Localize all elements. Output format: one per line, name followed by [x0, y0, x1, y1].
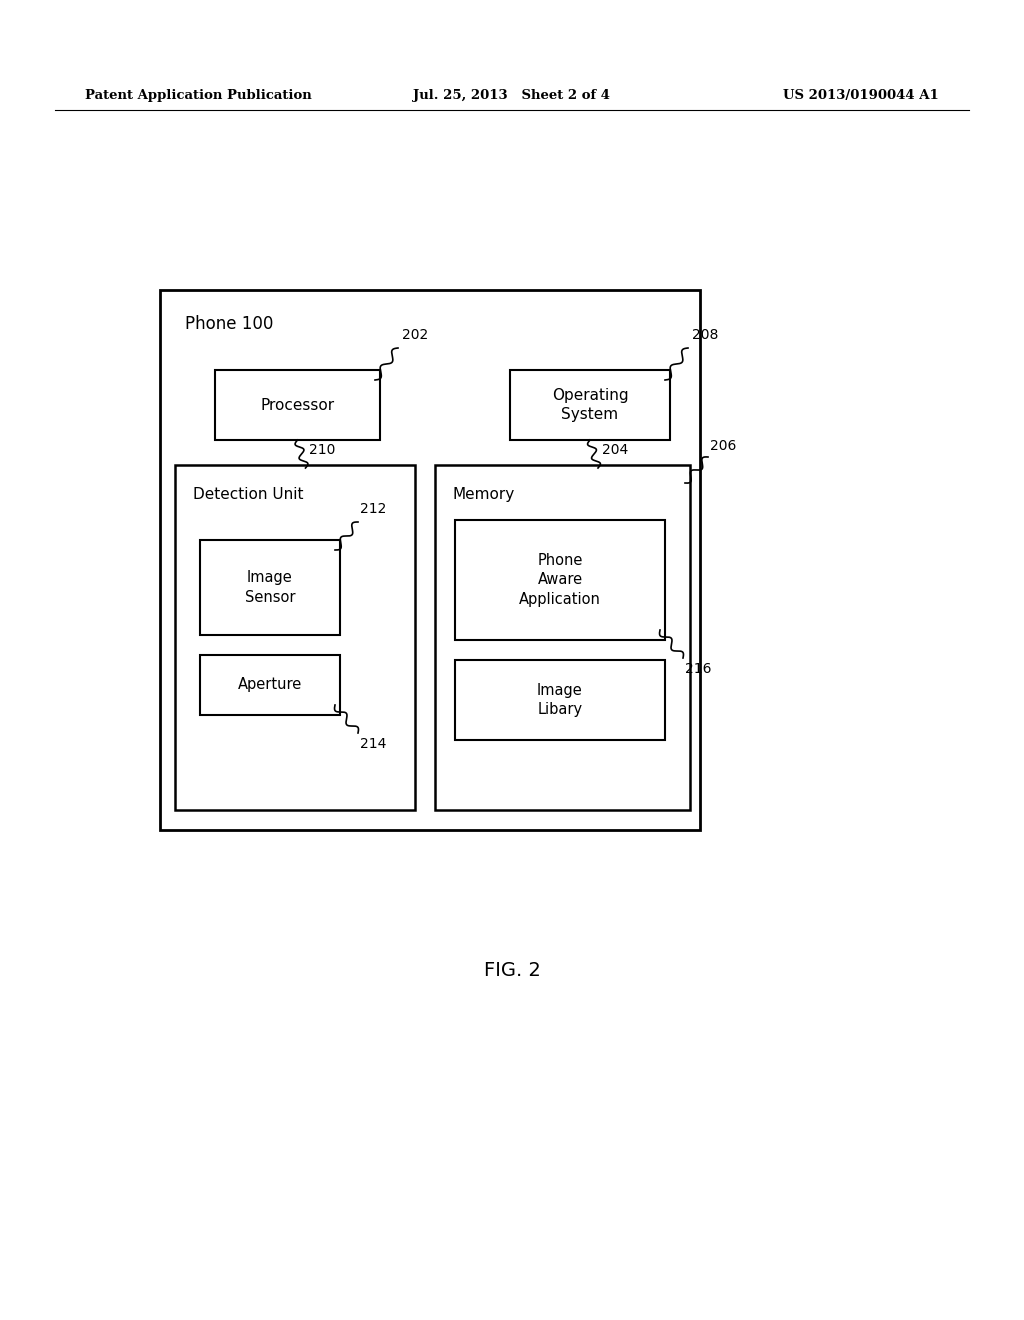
Text: Memory: Memory [453, 487, 515, 502]
Text: Jul. 25, 2013   Sheet 2 of 4: Jul. 25, 2013 Sheet 2 of 4 [414, 88, 610, 102]
Bar [175, 465, 415, 810]
Text: Phone 100: Phone 100 [185, 315, 273, 333]
Text: 208: 208 [692, 327, 719, 342]
Text: 204: 204 [602, 444, 629, 457]
Bar [435, 465, 690, 810]
Bar [200, 540, 340, 635]
Text: 214: 214 [360, 737, 386, 751]
Bar [455, 520, 665, 640]
Text: Image
Sensor: Image Sensor [245, 570, 295, 605]
Text: 202: 202 [402, 327, 428, 342]
Bar [160, 290, 700, 830]
Text: 212: 212 [360, 502, 386, 516]
Text: Patent Application Publication: Patent Application Publication [85, 88, 311, 102]
Text: FIG. 2: FIG. 2 [483, 961, 541, 979]
Text: Detection Unit: Detection Unit [193, 487, 303, 502]
Text: Phone
Aware
Application: Phone Aware Application [519, 553, 601, 607]
Text: 216: 216 [685, 663, 712, 676]
Bar [510, 370, 670, 440]
Text: US 2013/0190044 A1: US 2013/0190044 A1 [783, 88, 939, 102]
Text: Processor: Processor [260, 397, 335, 412]
Text: 206: 206 [710, 440, 736, 453]
Bar [215, 370, 380, 440]
Bar [200, 655, 340, 715]
Text: Operating
System: Operating System [552, 388, 629, 422]
Bar [455, 660, 665, 741]
Text: 210: 210 [309, 444, 336, 457]
Text: Aperture: Aperture [238, 677, 302, 693]
Text: Image
Libary: Image Libary [538, 682, 583, 717]
